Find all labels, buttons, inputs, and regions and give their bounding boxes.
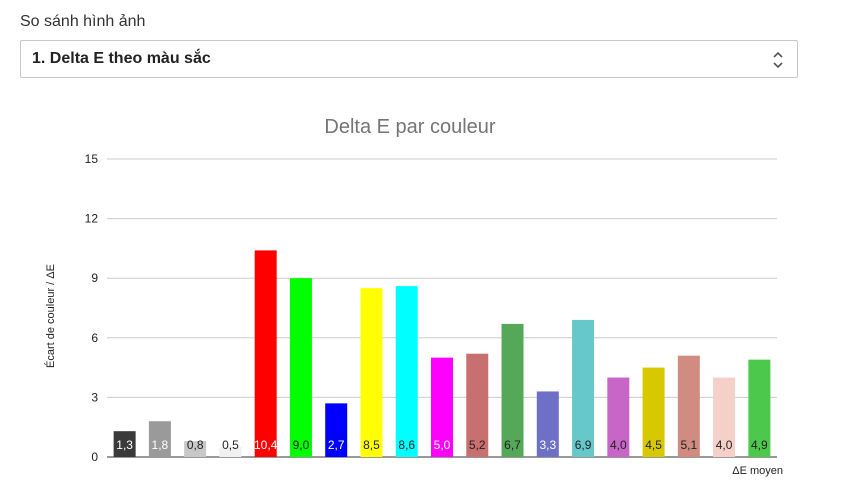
bar	[148, 421, 171, 457]
bar-value-label: 8,6	[398, 438, 415, 452]
bar	[748, 359, 771, 457]
bar	[501, 323, 524, 457]
comparison-select-value: 1. Delta E theo màu sắc	[32, 50, 211, 67]
y-tick-label: 6	[91, 331, 98, 345]
y-tick-label: 15	[85, 152, 99, 166]
y-tick-label: 3	[91, 390, 98, 404]
bar	[642, 367, 665, 457]
bar-value-label: 9,0	[293, 438, 310, 452]
bar	[395, 286, 418, 457]
bar	[219, 447, 242, 457]
bar	[431, 357, 453, 457]
bar-value-label: 5,2	[469, 438, 486, 452]
y-axis-ticks: 0 3 6 9 12 15	[85, 152, 99, 464]
bar-value-label: 8,5	[363, 438, 380, 452]
bar	[289, 278, 312, 457]
y-axis-title: Écart de couleur / ΔE	[44, 264, 57, 368]
x-axis-title: ΔE moyen	[732, 465, 783, 477]
y-tick-label: 0	[91, 450, 98, 464]
y-tick-label: 12	[85, 212, 99, 226]
bar-value-label: 5,0	[434, 438, 451, 452]
bar-value-label: 0,5	[222, 438, 239, 452]
bar	[713, 377, 736, 457]
bar-value-label: 0,8	[187, 438, 204, 452]
bar	[572, 319, 595, 457]
bar-value-label: 4,0	[610, 438, 627, 452]
chart-title: Delta E par couleur	[324, 116, 496, 138]
bar-value-label: 2,7	[328, 438, 345, 452]
bar-value-label: 5,1	[680, 438, 697, 452]
chart-data-labels: 1,3 1,8 0,8 0,5 10,4 9,0 2,7 8,5 8,6 5,0 5,2 6,7 3,3…	[116, 438, 768, 452]
bar	[113, 431, 136, 457]
y-tick-label: 9	[91, 271, 98, 285]
bar	[325, 403, 348, 457]
comparison-select[interactable]: 1. Delta E theo màu sắc	[20, 40, 798, 78]
bar	[677, 355, 700, 457]
bar-value-label: 4,5	[645, 438, 662, 452]
bar	[254, 250, 277, 457]
bar	[184, 441, 207, 457]
bar-value-label: 1,3	[116, 438, 133, 452]
bar-value-label: 6,9	[575, 438, 592, 452]
bar-value-label: 6,7	[504, 438, 521, 452]
bar-value-label: 10,4	[254, 438, 278, 452]
comparison-label: So sánh hình ảnh	[20, 13, 146, 30]
bar-value-label: 4,0	[716, 438, 733, 452]
chevron-up-down-icon	[773, 51, 783, 69]
bar-value-label: 3,3	[539, 438, 556, 452]
bar-value-label: 1,8	[152, 438, 169, 452]
bar	[466, 353, 489, 457]
chart-bars	[113, 250, 771, 457]
bar	[607, 377, 630, 457]
bar	[536, 391, 559, 457]
bar-value-label: 4,9	[751, 438, 768, 452]
bar	[360, 288, 383, 457]
